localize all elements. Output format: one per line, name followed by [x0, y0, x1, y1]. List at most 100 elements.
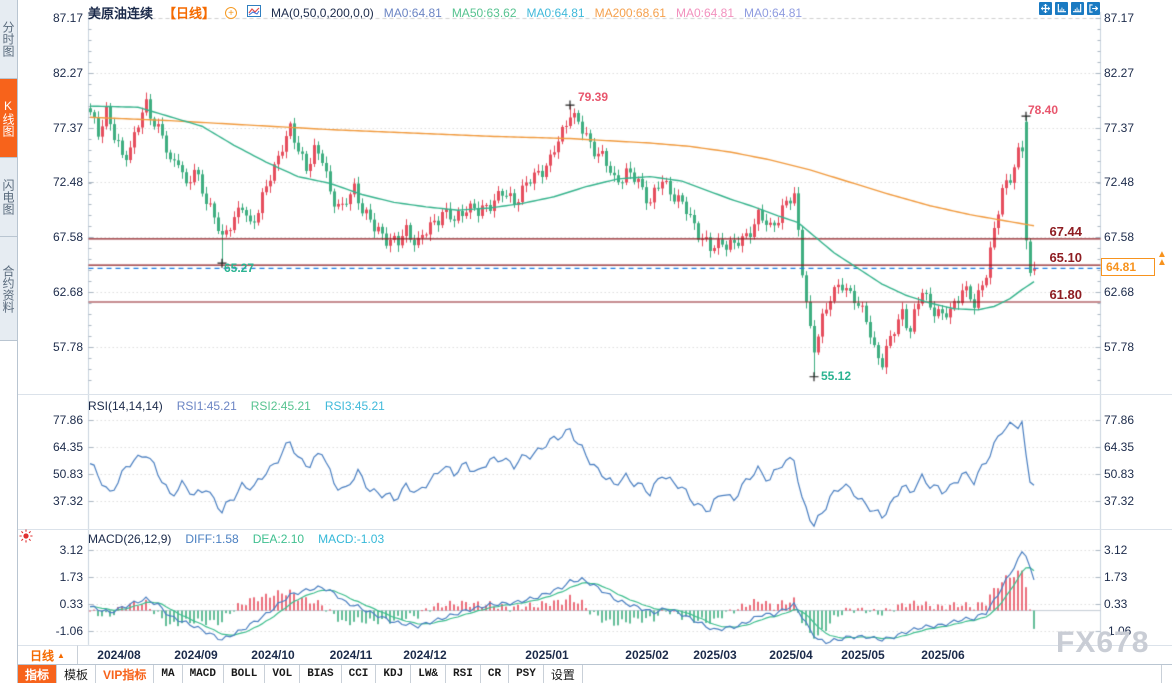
rsi-axis-label: 50.83 [1104, 467, 1135, 481]
rsi-axis-label: 64.35 [1104, 440, 1135, 454]
ma-value-0c: MA0:64.81 [675, 5, 735, 20]
rsi-params: RSI(14,14,14) [88, 399, 163, 413]
macd-axis-label: 1.73 [59, 570, 83, 584]
indicator-toolbar: 指标 模板 VIP指标 MA MACD BOLL VOL BIAS CCI KD… [18, 664, 1172, 683]
toolbar-item-kdj[interactable]: KDJ [376, 665, 412, 683]
pan-icon[interactable] [1039, 2, 1052, 15]
triangle-up-icon: ▲ [57, 650, 65, 660]
panel-separator [18, 394, 1172, 395]
x-axis-label: 2025/06 [921, 648, 965, 662]
y-axis-label: 87.17 [1104, 11, 1135, 25]
rsi-axis-label: 50.83 [52, 467, 83, 481]
exit-chart-icon[interactable] [1087, 2, 1100, 15]
toolbar-item-cr[interactable]: CR [481, 665, 510, 683]
toolbar-item-indicator[interactable]: 指标 [18, 665, 58, 683]
period-label: 日线 [30, 648, 55, 663]
toolbar-item-macd[interactable]: MACD [183, 665, 224, 683]
rsi-axis-label: 37.32 [1104, 494, 1135, 508]
macd-axis-label: 0.33 [59, 597, 83, 611]
watermark: FX678 [1056, 626, 1150, 659]
chart-type-sidebar: 分时图 K线图 闪电图 合约资料 [0, 0, 18, 683]
alert-sun-icon[interactable] [19, 529, 33, 548]
axis-right-scale-icon[interactable] [1071, 2, 1084, 15]
ma-value-50: MA50:63.62 [451, 5, 517, 20]
x-axis-label: 2025/02 [625, 648, 669, 662]
level-label: 67.44 [1049, 224, 1082, 239]
toolbar-item-rsi[interactable]: RSI [446, 665, 481, 683]
y-axis-label: 72.48 [52, 175, 83, 189]
x-axis-label: 2024/11 [329, 648, 373, 662]
x-axis-label: 2024/12 [403, 648, 447, 662]
ma-formula: MA(0,50,0,200,0,0) [271, 5, 374, 20]
rsi-axis-label: 37.32 [52, 494, 83, 508]
toolbar-item-cci[interactable]: CCI [342, 665, 377, 683]
macd-axis-label: 0.33 [1104, 597, 1128, 611]
jump-to-latest-icon[interactable]: ▲ ▲ [1157, 249, 1167, 268]
sidebar-tab-timeshare[interactable]: 分时图 [0, 0, 17, 79]
sidebar-tab-lightning[interactable]: 闪电图 [0, 158, 17, 237]
rsi3-value: RSI3:45.21 [324, 399, 385, 413]
toolbar-item-psy[interactable]: PSY [509, 665, 544, 683]
period-selector[interactable]: 日线 ▲ [18, 645, 78, 664]
toolbar-item-vol[interactable]: VOL [265, 665, 301, 683]
x-axis-label: 2025/01 [525, 648, 569, 662]
x-axis-label: 2025/03 [693, 648, 737, 662]
sidebar-tab-contract-info[interactable]: 合约资料 [0, 237, 17, 341]
last-price-tag: 64.81 [1101, 258, 1155, 276]
toolbar-empty-box [583, 665, 1162, 683]
macd-axis-label: -1.06 [55, 624, 83, 638]
ma-value-0b: MA0:64.81 [526, 5, 585, 20]
panel-separator [18, 645, 1172, 646]
macd-params: MACD(26,12,9) [88, 532, 172, 546]
level-label: 61.80 [1049, 287, 1082, 302]
rsi-axis-label: 77.86 [1104, 413, 1135, 427]
period-tag[interactable]: 【日线】 [163, 6, 216, 21]
axis-left-scale-icon[interactable] [1055, 2, 1068, 15]
macd-axis-label: -1.06 [1104, 624, 1132, 638]
circle-plus-icon[interactable]: + [225, 6, 238, 19]
toolbar-item-vip[interactable]: VIP指标 [96, 665, 155, 683]
diff-value: DIFF:1.58 [185, 532, 239, 546]
high-annotation: 78.40 [1028, 103, 1059, 117]
x-axis-label: 2024/09 [174, 648, 218, 662]
toolbar-item-template[interactable]: 模板 [57, 665, 97, 683]
y-axis-label: 62.68 [1104, 285, 1135, 299]
y-axis-label: 87.17 [52, 11, 83, 25]
ma-value-200: MA200:68.61 [594, 5, 666, 20]
high-annotation: 79.39 [578, 90, 609, 104]
low-annotation: 55.12 [821, 369, 852, 383]
rsi1-value: RSI1:45.21 [176, 399, 237, 413]
x-axis-label: 2025/04 [769, 648, 813, 662]
macd-panel-header: MACD(26,12,9) DIFF:1.58 DEA:2.10 MACD:-1… [88, 532, 384, 546]
x-axis-label: 2024/08 [97, 648, 141, 662]
y-axis-label: 62.68 [52, 285, 83, 299]
macd-axis-label: 3.12 [1104, 543, 1128, 557]
panel-separator [18, 529, 1172, 530]
rsi-axis-label: 77.86 [52, 413, 83, 427]
y-axis-label: 82.27 [1104, 66, 1135, 80]
chart-legend: 美原油连续 【日线】 + MA(0,50,0,200,0,0) MA0:64.8… [88, 3, 802, 22]
sidebar-tab-kline[interactable]: K线图 [0, 79, 17, 158]
x-axis-label: 2024/10 [251, 648, 295, 662]
toolbar-item-settings[interactable]: 设置 [544, 665, 583, 683]
toolbar-item-ma[interactable]: MA [154, 665, 183, 683]
y-axis-label: 67.58 [1104, 230, 1135, 244]
y-axis-label: 57.78 [52, 340, 83, 354]
y-axis-label: 67.58 [52, 230, 83, 244]
symbol-title: 美原油连续 [88, 6, 154, 21]
rsi-axis-label: 64.35 [52, 440, 83, 454]
toolbar-item-boll[interactable]: BOLL [224, 665, 266, 683]
kline-chart-icon[interactable] [247, 5, 262, 20]
toolbar-item-bias[interactable]: BIAS [300, 665, 342, 683]
macd-axis-label: 1.73 [1104, 570, 1128, 584]
macd-axis-label: 3.12 [59, 543, 83, 557]
chart-canvas[interactable] [0, 0, 1172, 664]
rsi-panel-header: RSI(14,14,14) RSI1:45.21 RSI2:45.21 RSI3… [88, 399, 385, 413]
level-label: 65.10 [1049, 250, 1082, 265]
low-annotation: 65.27 [224, 261, 255, 275]
ma-value-0d: MA0:64.81 [744, 5, 803, 20]
y-axis-label: 72.48 [1104, 175, 1135, 189]
ma-value-0: MA0:64.81 [383, 5, 442, 20]
toolbar-item-lw[interactable]: LW& [411, 665, 447, 683]
y-axis-label: 77.37 [52, 121, 83, 135]
